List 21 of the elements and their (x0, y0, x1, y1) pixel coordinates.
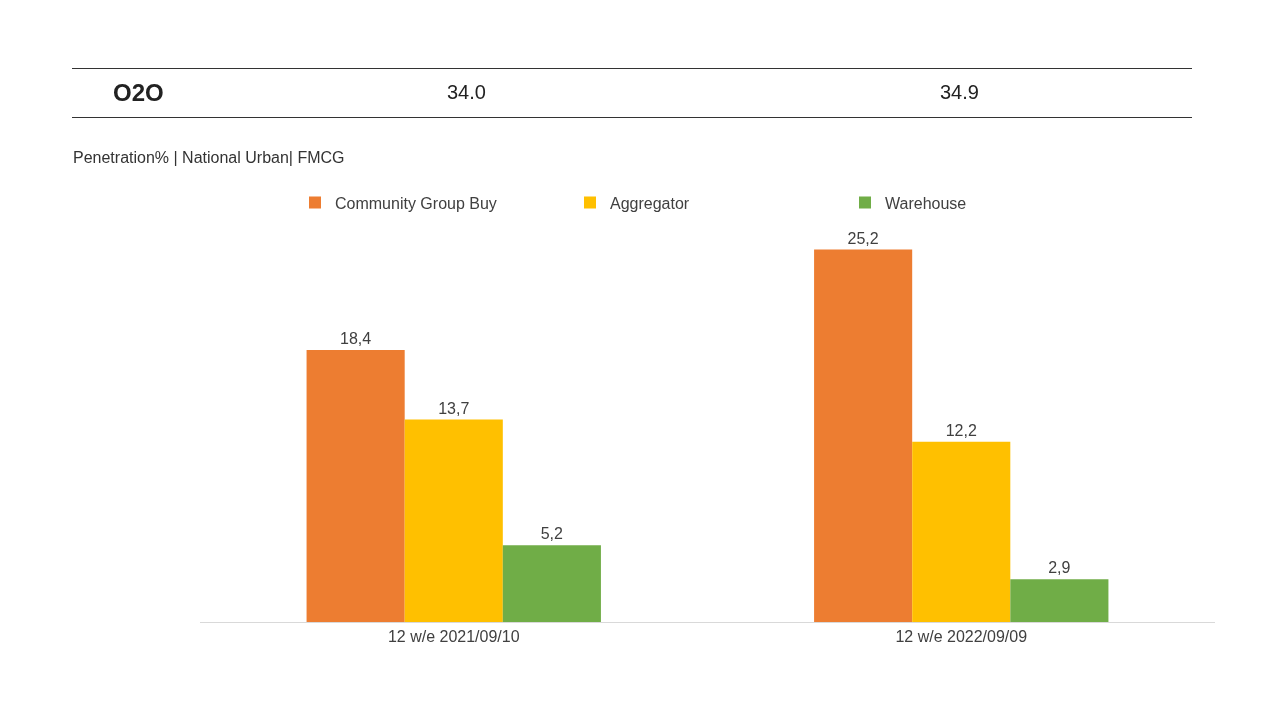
x-tick-label: 12 w/e 2022/09/09 (895, 628, 1028, 646)
bar (306, 350, 405, 622)
bar (814, 249, 913, 622)
bar (404, 419, 503, 622)
bar (502, 545, 601, 622)
bar (912, 441, 1011, 622)
text: O2O (113, 79, 164, 107)
data-label: 13,7 (438, 399, 470, 417)
data-label: 18,4 (340, 330, 372, 348)
text: 34.0 (447, 81, 486, 104)
legend-label: Community Group Buy (335, 194, 497, 212)
chart-subtitle: Penetration% | National Urban| FMCG (73, 149, 345, 167)
legend-label: Warehouse (885, 194, 967, 212)
x-tick-label: 12 w/e 2021/09/10 (387, 628, 520, 646)
data-label: 5,2 (540, 525, 564, 543)
legend-label: Aggregator (610, 194, 690, 212)
bar (1010, 579, 1109, 622)
text: 34.9 (940, 81, 979, 104)
data-label: 12,2 (945, 421, 977, 439)
data-label: 2,9 (1048, 559, 1071, 577)
data-label: 25,2 (847, 229, 879, 247)
